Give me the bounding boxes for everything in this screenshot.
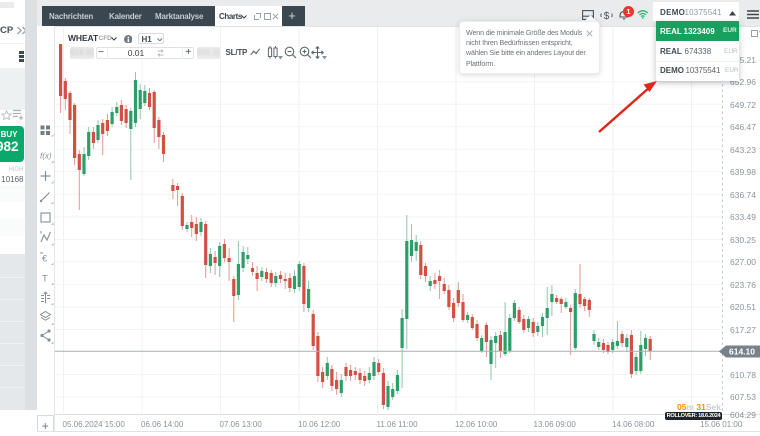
svg-text:T: T bbox=[42, 274, 48, 285]
svg-text:$: $ bbox=[604, 11, 610, 22]
svg-text:614.10: 614.10 bbox=[729, 346, 755, 356]
svg-text:€: € bbox=[42, 254, 47, 264]
svg-text:f(x): f(x) bbox=[40, 152, 52, 161]
